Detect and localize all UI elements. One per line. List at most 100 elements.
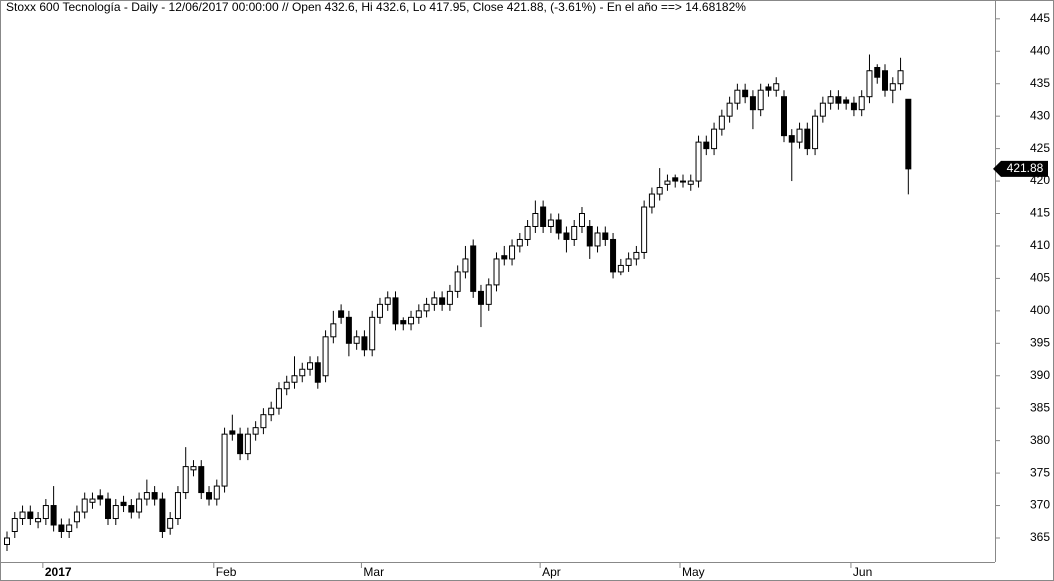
candle-body (586, 225, 593, 247)
candle-body (781, 96, 787, 137)
candle-body (213, 485, 220, 500)
candle-body (260, 414, 267, 429)
chart-title: Stoxx 600 Tecnología - Daily - 12/06/201… (6, 0, 746, 14)
candle-body (89, 498, 96, 503)
candle-body (610, 238, 617, 273)
candle-body (291, 375, 298, 383)
candle-body (532, 213, 539, 227)
candle-body (81, 498, 88, 513)
candle-body (765, 86, 772, 91)
candle-body (73, 511, 80, 523)
candle-body (11, 518, 18, 532)
y-tick-label: 365 (1030, 530, 1050, 544)
candle-body (330, 323, 337, 338)
candle-body (493, 258, 500, 286)
candle-body (664, 180, 671, 185)
candle-body (703, 141, 710, 150)
y-tick-label: 440 (1030, 43, 1050, 57)
candle-body (617, 264, 624, 273)
x-tick-label: Mar (363, 565, 384, 579)
candle-body (4, 537, 10, 545)
x-tick-label: Feb (216, 565, 237, 579)
candle-body (50, 505, 57, 526)
candle-body (509, 245, 516, 260)
candle-body (524, 225, 531, 240)
candle-body (501, 255, 508, 260)
candle-body (167, 518, 174, 529)
candle-body (485, 284, 492, 305)
candle-body (648, 193, 655, 208)
candle-body (143, 492, 150, 500)
candle-body (555, 219, 562, 234)
candle-body (136, 498, 143, 513)
candle-body (742, 89, 749, 98)
candle-body (757, 89, 764, 111)
candle-body (159, 498, 166, 532)
candle-body (812, 115, 819, 150)
y-tick-label: 435 (1030, 76, 1050, 90)
last-price-label: 421.88 (1007, 161, 1044, 175)
candle-body (19, 511, 26, 520)
candle-body (571, 225, 578, 240)
candle-body (376, 303, 383, 318)
candle-body (268, 407, 275, 416)
candle-body (594, 232, 601, 247)
candle-body (874, 66, 881, 78)
candle-body (128, 505, 135, 513)
y-tick-label: 375 (1030, 465, 1050, 479)
y-tick-label: 445 (1030, 11, 1050, 25)
candle-body (540, 206, 547, 227)
candle-body (796, 128, 803, 143)
x-tick-label: 2017 (45, 565, 72, 579)
candle-body (672, 177, 679, 182)
x-tick-label: May (682, 565, 705, 579)
candle-body (112, 505, 119, 520)
y-tick-label: 410 (1030, 238, 1050, 252)
candle-body (361, 336, 368, 351)
candle-body (151, 492, 158, 500)
candle-body (477, 290, 484, 305)
candle-body (229, 430, 236, 435)
candle-body (97, 495, 104, 500)
candle-body (27, 511, 34, 520)
y-tick-label: 415 (1030, 206, 1050, 220)
candle-body (633, 251, 640, 260)
candle-body (726, 102, 733, 117)
x-tick-label: Apr (542, 565, 561, 579)
candle-body (198, 466, 205, 494)
candle-body (578, 213, 585, 227)
candle-body (252, 427, 259, 435)
candle-body (905, 98, 912, 170)
candle-body (563, 232, 570, 240)
candle-body (804, 128, 811, 150)
y-tick-label: 380 (1030, 433, 1050, 447)
candle-body (338, 310, 345, 318)
candle-body (516, 238, 523, 247)
candle-body (345, 316, 352, 344)
y-tick-label: 400 (1030, 303, 1050, 317)
candle-body (858, 96, 865, 111)
candle-body (237, 433, 244, 455)
candle-body (415, 310, 422, 318)
candle-body (307, 362, 314, 370)
candle-body (850, 102, 857, 111)
candle-body (718, 115, 725, 130)
candle-body (283, 381, 290, 390)
candle-body (174, 492, 181, 520)
candle-body (819, 102, 826, 117)
candle-body (392, 297, 399, 325)
candle-body (866, 70, 873, 98)
y-tick-label: 430 (1030, 108, 1050, 122)
candle-body (827, 96, 834, 104)
candle-body (711, 128, 718, 150)
y-tick-label: 395 (1030, 335, 1050, 349)
candle-body (679, 180, 686, 183)
candle-body (547, 219, 554, 227)
candle-body (120, 501, 127, 507)
candle-body (889, 83, 896, 91)
candle-body (773, 83, 780, 91)
candle-body (182, 466, 189, 494)
candle-body (314, 362, 321, 383)
y-tick-label: 425 (1030, 141, 1050, 155)
